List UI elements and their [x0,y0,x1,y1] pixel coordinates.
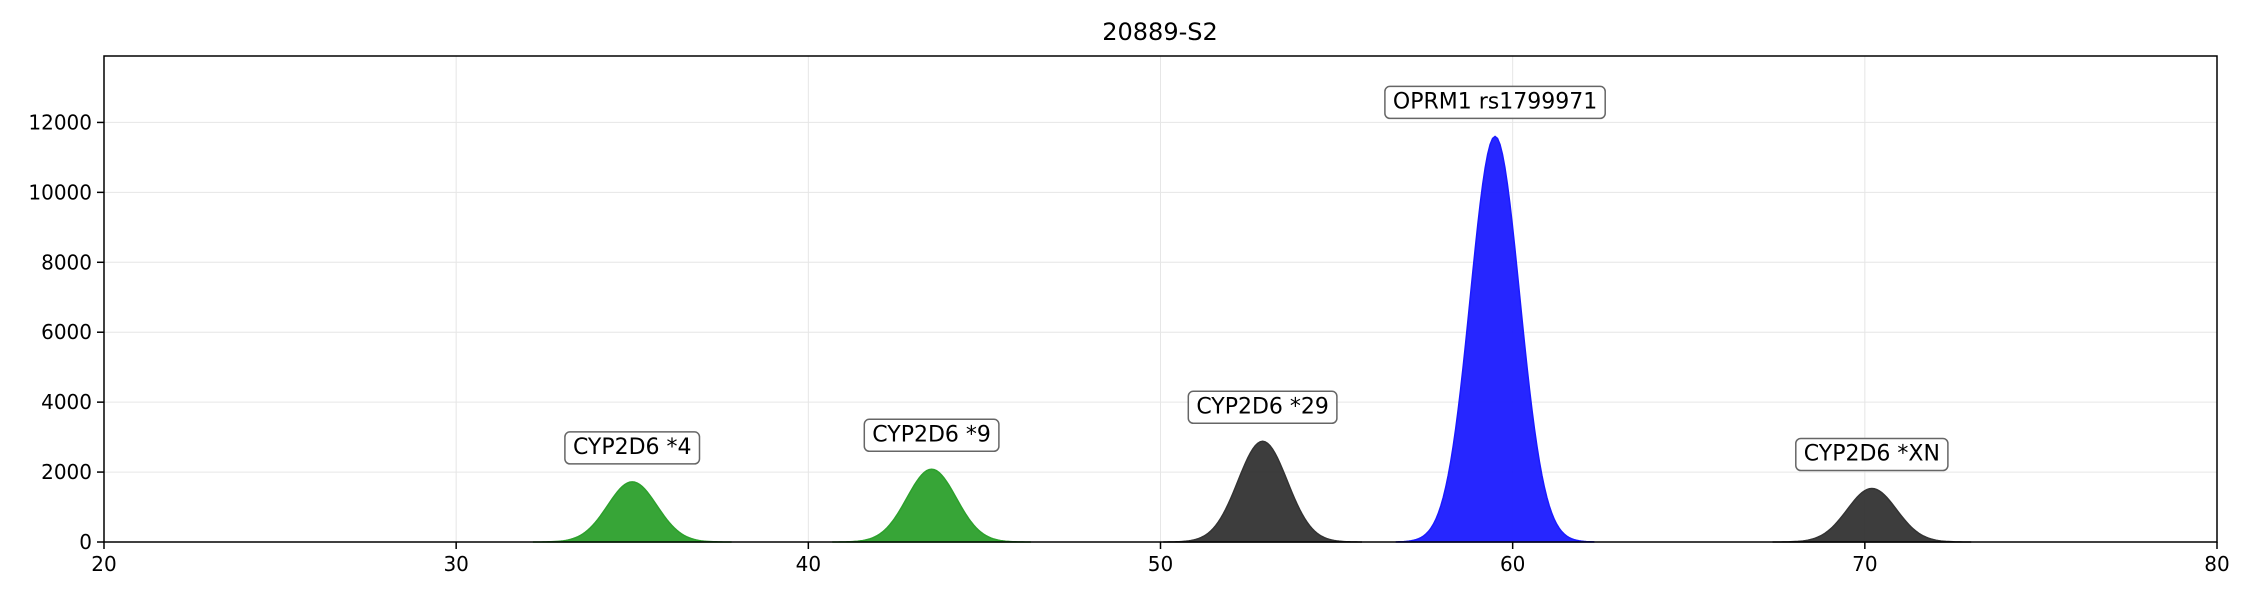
y-tick-label: 8000 [41,250,92,274]
peak-label-text: CYP2D6 *4 [573,435,692,460]
peak-label: CYP2D6 *9 [863,418,1000,453]
peak-area [1395,135,1595,543]
peak-label: OPRM1 rs1799971 [1384,85,1606,120]
grid [104,56,2217,542]
peak-label: CYP2D6 *29 [1187,390,1338,425]
x-tick-label: 80 [2204,552,2229,576]
y-tick-label: 6000 [41,320,92,344]
peak-label-box [564,431,701,465]
peak-label-box [863,418,1000,453]
x-tick-label: 50 [1148,552,1173,576]
peak-label: CYP2D6 *XN [1795,437,1949,472]
peak-labels: CYP2D6 *4 CYP2D6 *9 CYP2D6 *29 OPRM1 rs1799… [564,85,1949,472]
peak-label: CYP2D6 *4 [564,431,701,465]
peaks [532,135,1972,543]
axis-ticks: 20 30 40 50 60 70 80 0 2000 4000 6000 8000 10000 1200… [28,110,2229,576]
peak-label-box [1187,390,1338,425]
peak-area [532,481,732,543]
peak-area [1772,487,1972,543]
y-tick-label: 4000 [41,390,92,414]
peak-label-text: CYP2D6 *XN [1804,442,1940,467]
y-tick-label: 0 [79,530,92,554]
x-tick-label: 20 [91,552,116,576]
peak-area [832,468,1031,543]
peak-label-text: CYP2D6 *29 [1196,394,1329,419]
x-tick-label: 30 [443,552,468,576]
x-tick-label: 70 [1852,552,1877,576]
peak-area [1163,440,1362,543]
peak-label-text: OPRM1 rs1799971 [1393,89,1597,114]
peak-label-box [1384,85,1606,120]
x-tick-label: 60 [1500,552,1525,576]
y-tick-label: 2000 [41,460,92,484]
x-tick-label: 40 [796,552,821,576]
peak-label-text: CYP2D6 *9 [872,422,991,447]
y-tick-label: 10000 [28,180,92,204]
chart-title: 20889-S2 [1102,18,1218,46]
y-tick-label: 12000 [28,110,92,134]
peak-label-box [1795,437,1949,472]
